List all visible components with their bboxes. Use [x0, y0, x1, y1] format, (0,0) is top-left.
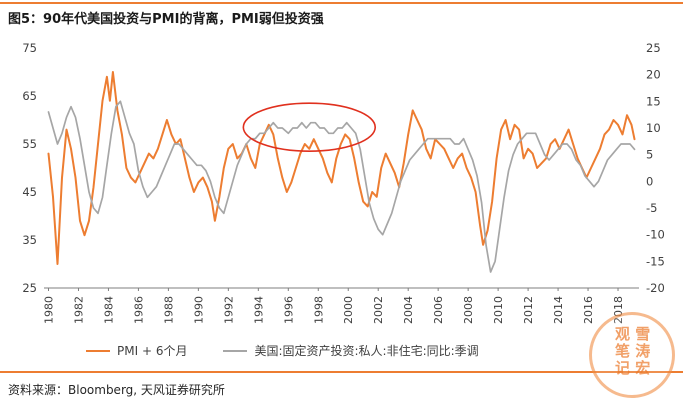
svg-text:1980: 1980	[42, 296, 55, 324]
bottom-accent-rule	[0, 371, 683, 373]
svg-text:2014: 2014	[552, 296, 565, 324]
svg-text:1986: 1986	[132, 296, 145, 324]
watermark-text: 雪涛宏观笔记	[613, 326, 652, 377]
svg-text:75: 75	[22, 41, 37, 55]
pmi-line-swatch-icon	[86, 349, 110, 352]
svg-text:5: 5	[646, 148, 653, 162]
svg-text:1984: 1984	[102, 296, 115, 324]
svg-text:1994: 1994	[252, 296, 265, 324]
legend-item-investment: 美国:固定资产投资:私人:非住宅:同比:季调	[223, 342, 479, 359]
chart-legend: PMI + 6个月 美国:固定资产投资:私人:非住宅:同比:季调	[86, 342, 479, 359]
svg-text:1998: 1998	[312, 296, 325, 324]
svg-text:0: 0	[646, 174, 653, 188]
svg-text:20: 20	[646, 68, 661, 82]
circular-stamp-watermark: 雪涛宏观笔记	[589, 312, 675, 398]
dual-axis-line-chart: 1980 1982 1984 1986 1988 1990 1992 1994 1996 1998…	[22, 41, 665, 324]
svg-text:2008: 2008	[462, 296, 475, 324]
legend-item-pmi: PMI + 6个月	[86, 342, 187, 359]
legend-label-investment: 美国:固定资产投资:私人:非住宅:同比:季调	[254, 344, 479, 358]
svg-text:35: 35	[22, 233, 37, 247]
svg-text:1992: 1992	[222, 296, 235, 324]
svg-text:55: 55	[22, 137, 37, 151]
investment-line-swatch-icon	[223, 349, 248, 352]
svg-text:25: 25	[22, 281, 37, 295]
svg-text:2012: 2012	[522, 296, 535, 324]
svg-text:2004: 2004	[402, 296, 415, 324]
svg-text:15: 15	[646, 94, 661, 108]
svg-text:65: 65	[22, 89, 37, 103]
svg-text:1990: 1990	[192, 296, 205, 324]
svg-text:2002: 2002	[372, 296, 385, 324]
svg-text:1988: 1988	[162, 296, 175, 324]
source-attribution: 资料来源：Bloomberg, 天风证券研究所	[8, 383, 225, 397]
svg-text:-20: -20	[646, 281, 665, 295]
top-accent-rule	[0, 2, 683, 4]
svg-text:2006: 2006	[432, 296, 445, 324]
svg-text:25: 25	[646, 41, 661, 55]
svg-text:-15: -15	[646, 254, 665, 268]
svg-text:45: 45	[22, 185, 37, 199]
svg-text:1982: 1982	[72, 296, 85, 324]
svg-text:1996: 1996	[282, 296, 295, 324]
svg-text:2010: 2010	[492, 296, 505, 324]
svg-text:2000: 2000	[342, 296, 355, 324]
legend-label-pmi: PMI + 6个月	[117, 344, 188, 358]
svg-text:2016: 2016	[582, 296, 595, 324]
svg-text:-5: -5	[646, 201, 657, 215]
svg-text:10: 10	[646, 121, 661, 135]
svg-text:-10: -10	[646, 228, 665, 242]
figure-title: 图5：90年代美国投资与PMI的背离，PMI弱但投资强	[8, 12, 324, 27]
